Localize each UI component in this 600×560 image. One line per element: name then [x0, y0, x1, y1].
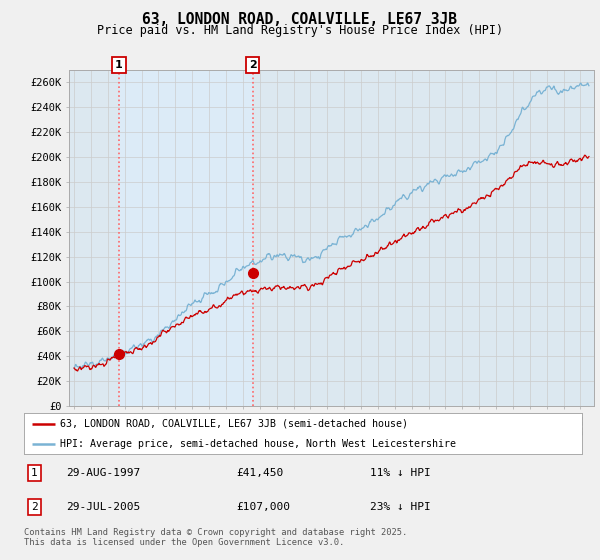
Text: £107,000: £107,000 [236, 502, 290, 512]
Text: HPI: Average price, semi-detached house, North West Leicestershire: HPI: Average price, semi-detached house,… [60, 438, 456, 449]
Text: Price paid vs. HM Land Registry's House Price Index (HPI): Price paid vs. HM Land Registry's House … [97, 24, 503, 37]
Text: 11% ↓ HPI: 11% ↓ HPI [370, 468, 431, 478]
Text: 1: 1 [115, 60, 123, 70]
Bar [119, 70, 253, 406]
Text: 63, LONDON ROAD, COALVILLE, LE67 3JB: 63, LONDON ROAD, COALVILLE, LE67 3JB [143, 12, 458, 27]
Text: 29-JUL-2005: 29-JUL-2005 [66, 502, 140, 512]
Text: 29-AUG-1997: 29-AUG-1997 [66, 468, 140, 478]
Text: 2: 2 [249, 60, 257, 70]
Text: 2: 2 [31, 502, 37, 512]
Text: 23% ↓ HPI: 23% ↓ HPI [370, 502, 431, 512]
Text: Contains HM Land Registry data © Crown copyright and database right 2025.
This d: Contains HM Land Registry data © Crown c… [24, 528, 407, 548]
Text: 63, LONDON ROAD, COALVILLE, LE67 3JB (semi-detached house): 63, LONDON ROAD, COALVILLE, LE67 3JB (se… [60, 419, 408, 429]
Text: 1: 1 [31, 468, 37, 478]
Text: £41,450: £41,450 [236, 468, 283, 478]
